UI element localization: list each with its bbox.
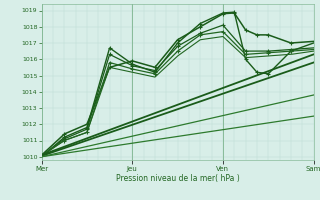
- X-axis label: Pression niveau de la mer( hPa ): Pression niveau de la mer( hPa ): [116, 174, 239, 183]
